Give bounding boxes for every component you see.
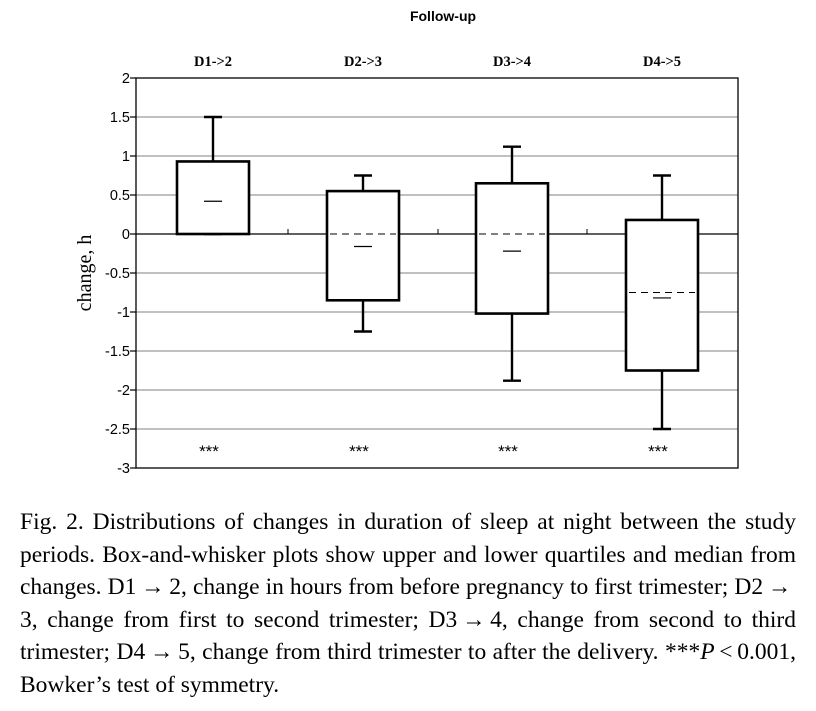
y-tick-label: 1.5 bbox=[110, 110, 130, 126]
box-4 bbox=[624, 174, 700, 431]
y-tick-label: 0.5 bbox=[110, 188, 130, 204]
category-label: D1->2 bbox=[194, 54, 232, 70]
y-tick-label: -2 bbox=[117, 383, 130, 399]
iqr-box bbox=[325, 189, 401, 302]
y-tick-label: 2 bbox=[122, 71, 130, 87]
box-2 bbox=[325, 174, 401, 333]
significance-label: *** bbox=[498, 442, 518, 461]
y-tick-label: 1 bbox=[122, 149, 130, 165]
y-tick-label: -0.5 bbox=[105, 266, 130, 282]
y-tick-label: 0 bbox=[122, 227, 130, 243]
y-axis: 2 1.5 1 0.5 0 -0.5 -1 -1.5 -2 -2.5 -3 bbox=[105, 71, 136, 477]
y-axis-label: change, h bbox=[74, 235, 96, 312]
caption-text-main: Fig. 2. Distributions of changes in dura… bbox=[20, 509, 796, 665]
caption-text-end: < 0.001, Bowker’s test of symmetry. bbox=[20, 639, 796, 698]
chart-title: Follow-up bbox=[410, 8, 476, 24]
significance-label: *** bbox=[199, 442, 219, 461]
box-series bbox=[175, 115, 700, 431]
iqr-box bbox=[474, 182, 550, 315]
category-labels: D1->2 D2->3 D3->4 D4->5 bbox=[194, 54, 681, 70]
category-label: D2->3 bbox=[344, 54, 382, 70]
box-3 bbox=[474, 145, 550, 382]
y-tick-label: -1 bbox=[117, 305, 130, 321]
figure-caption: Fig. 2. Distributions of changes in dura… bbox=[20, 506, 796, 701]
category-label: D3->4 bbox=[493, 54, 531, 70]
y-tick-label: -1.5 bbox=[105, 344, 130, 360]
significance-label: *** bbox=[349, 442, 369, 461]
caption-p-symbol: P bbox=[700, 639, 715, 665]
box-plot-chart: 2 1.5 1 0.5 0 -0.5 -1 -1.5 -2 -2.5 -3 D1->2 D2->3 D3… bbox=[74, 8, 739, 477]
category-label: D4->5 bbox=[643, 54, 681, 70]
y-tick-label: -2.5 bbox=[105, 422, 130, 438]
significance-label: *** bbox=[648, 442, 668, 461]
box-1 bbox=[175, 115, 251, 236]
iqr-box bbox=[175, 160, 251, 236]
y-tick-label: -3 bbox=[117, 461, 130, 477]
significance-labels: *** *** *** *** bbox=[199, 442, 668, 461]
iqr-box bbox=[624, 218, 700, 372]
